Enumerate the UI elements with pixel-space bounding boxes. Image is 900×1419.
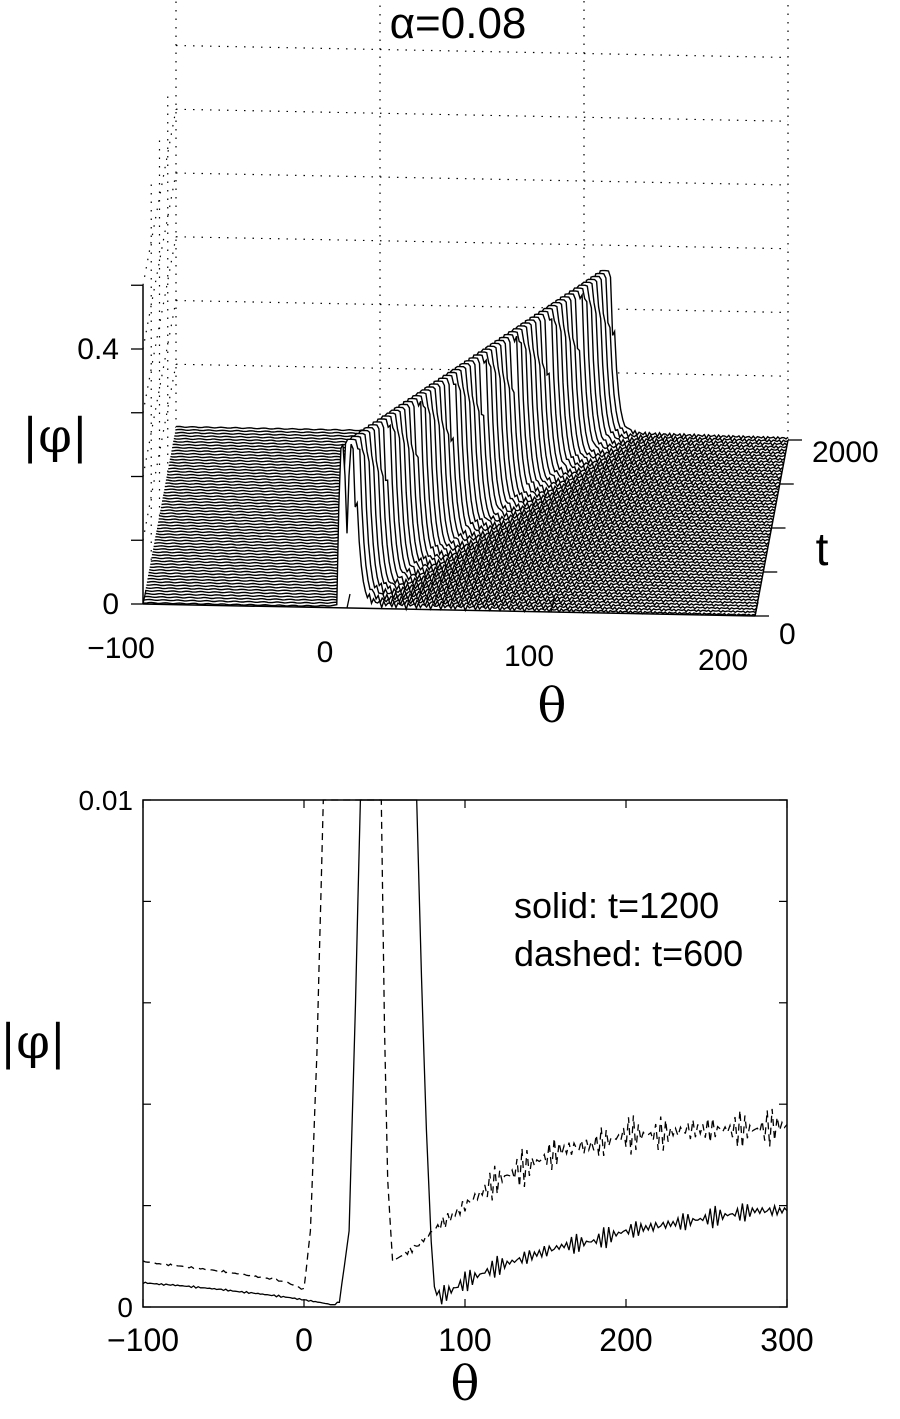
slice-line [158, 360, 771, 534]
theta-tick-label: 200 [698, 644, 748, 677]
slice-line [157, 365, 770, 539]
x-tick-label: 300 [760, 1322, 813, 1358]
waterfall-tlabel: t [816, 523, 829, 575]
theta-tick [754, 601, 759, 617]
theta-axis [142, 603, 756, 617]
slice-line [144, 435, 757, 611]
y-tick-label: 0.01 [79, 785, 134, 816]
slice-fill [155, 375, 768, 548]
x-tick-label: 200 [599, 1322, 652, 1358]
waterfall-slices [143, 269, 789, 617]
t-tick-label: 0 [779, 618, 796, 651]
x-tick-label: 100 [438, 1322, 491, 1358]
slice-line [156, 368, 770, 542]
line-plot-xlabel: θ [451, 1356, 480, 1412]
grid-line [175, 236, 789, 250]
slice-line [150, 400, 763, 575]
series-line-t=600 [142, 799, 788, 1290]
waterfall-xlabel: θ [538, 678, 567, 734]
slice-line [147, 415, 761, 590]
slice-line [154, 380, 768, 555]
plot-frame [142, 799, 788, 1308]
slice-line [154, 383, 767, 557]
theta-tick [142, 589, 147, 605]
waterfall-ylabel: |φ| [22, 408, 88, 464]
grid-line [175, 172, 789, 186]
x-tick-label: 0 [295, 1322, 313, 1358]
slice-line [156, 371, 769, 546]
line-plot-ylabel: |φ| [0, 1014, 66, 1070]
theta-tick [346, 593, 351, 609]
series-line-t=1200 [142, 799, 788, 1306]
slice-line [155, 377, 768, 551]
slice-line [149, 406, 762, 581]
slice-line [152, 389, 766, 563]
slice-line [151, 395, 765, 569]
waterfall-box [142, 0, 789, 560]
slice-line [151, 397, 764, 572]
slice-line [155, 374, 769, 549]
slice-line [145, 427, 759, 602]
slice-line [149, 409, 762, 584]
theta-tick-label: 0 [317, 636, 334, 669]
slice-fill [156, 372, 769, 545]
t-tick-label: 2000 [812, 436, 879, 469]
theta-tick [550, 597, 555, 613]
grid-line [175, 299, 789, 314]
grid-line [175, 108, 789, 122]
annotation-dashed: dashed: t=600 [514, 933, 743, 974]
slice-line [144, 432, 757, 608]
slice-line [158, 363, 771, 536]
figure-title: α=0.08 [390, 0, 527, 48]
line-plot-series [142, 799, 788, 1306]
x-tick-label: −100 [107, 1322, 179, 1358]
slice-line [152, 392, 765, 566]
slice-line [147, 418, 760, 593]
theta-tick-label: 100 [504, 640, 554, 673]
phi-tick-label: 0.4 [77, 333, 119, 366]
slice-line [153, 386, 766, 561]
grid-line [175, 44, 789, 59]
y-tick-label: 0 [117, 1292, 133, 1323]
theta-tick-label: −100 [87, 632, 155, 665]
slice-line [146, 424, 759, 599]
phi-tick-label: 0 [102, 588, 119, 621]
annotation-solid: solid: t=1200 [514, 885, 719, 926]
